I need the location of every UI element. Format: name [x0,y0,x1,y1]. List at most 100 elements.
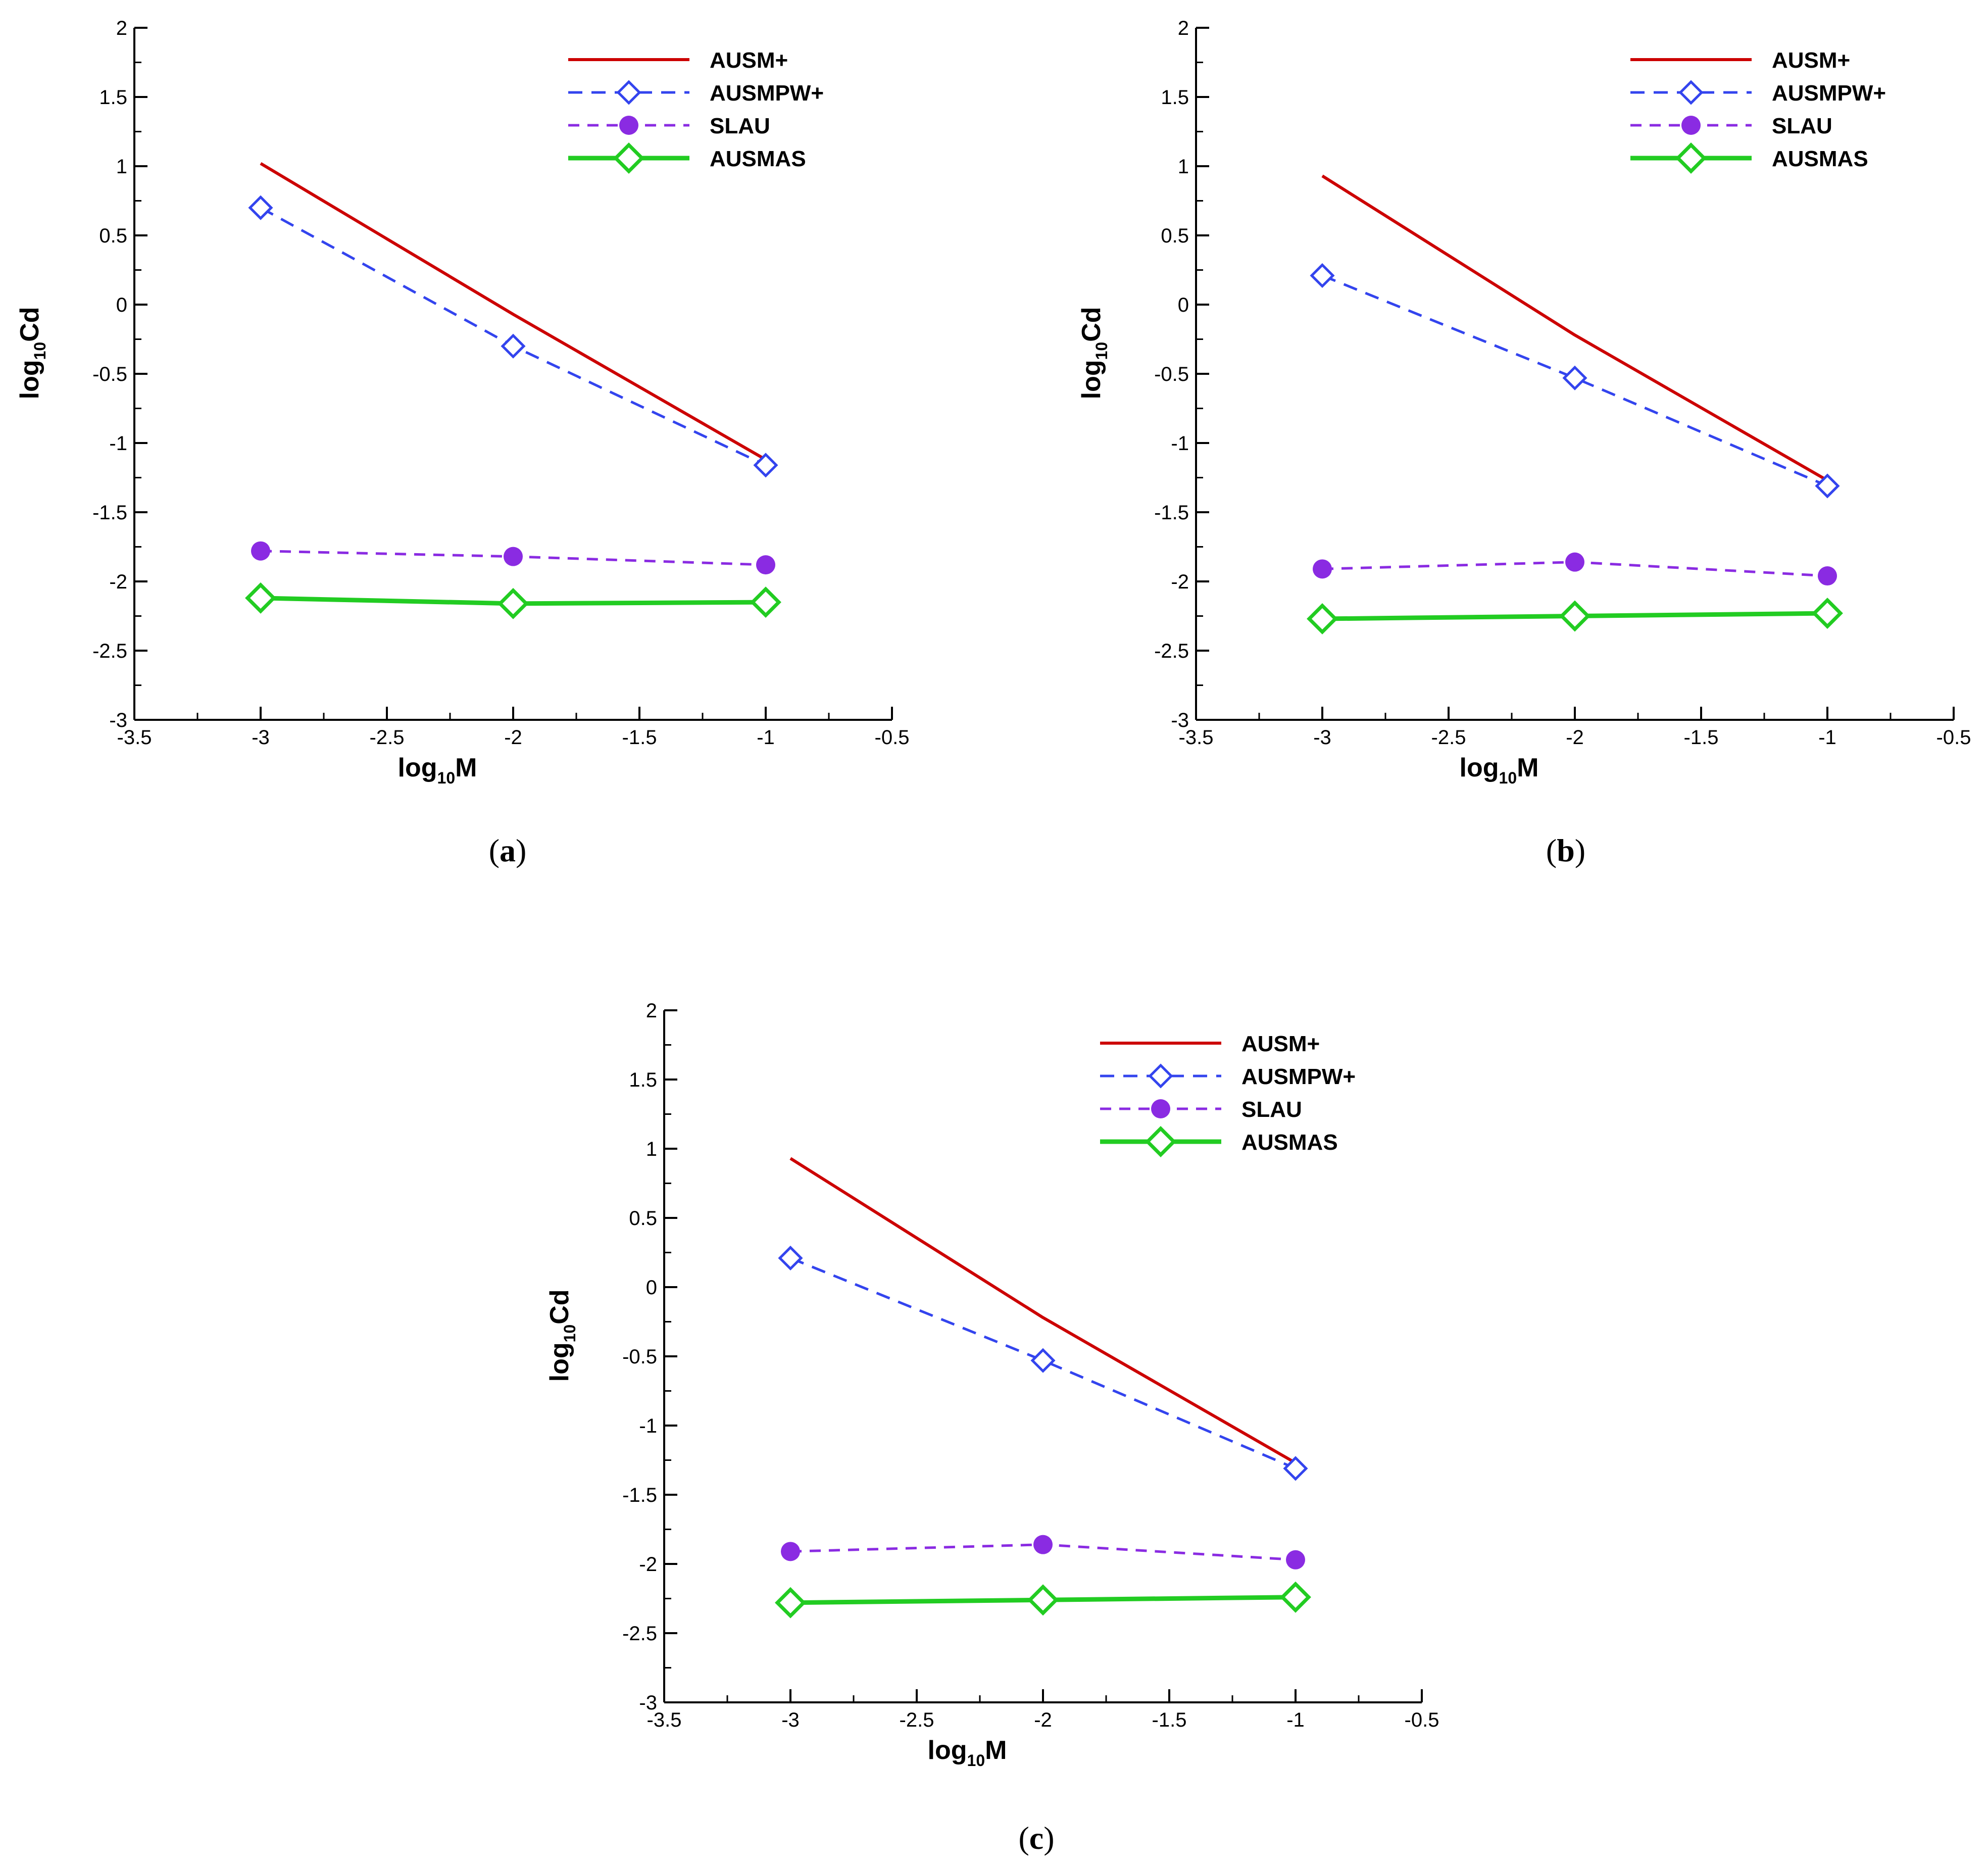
x-tick-label: -2 [1566,726,1584,749]
y-tick-label: 0.5 [99,225,127,247]
caption-letter: a [500,832,516,868]
data-point-ausmas [750,586,781,618]
legend: AUSM+ AUSMPW+ SLAU AUSMAS [1100,1032,1356,1157]
y-axis-title-main: log [15,360,44,399]
y-tick-label: 1 [1178,156,1189,178]
y-tick-label: -2 [1171,571,1189,593]
y-tick-label: -0.5 [622,1346,657,1368]
y-axis-title-end: Cd [545,1289,574,1324]
legend-swatch-marker [619,116,638,135]
series-ausmpw-plus [1310,263,1840,499]
figure-caption: (c) [1018,1820,1054,1856]
x-axis-title-end: M [1517,753,1538,782]
y-axis-title-subscript: 10 [1092,342,1111,360]
y-axis-title-subscript: 10 [561,1325,579,1343]
y-axis-title-end: Cd [15,307,44,341]
chart-panel-c: 21.510.50-0.5-1-1.5-2-2.5-3-3.5 -3 -2.5 -2-… [545,1000,1439,1856]
y-tick-label: 2 [116,17,127,39]
y-tick-label: -0.5 [92,363,127,385]
x-tick-label: -2 [504,726,522,749]
legend-label: AUSM+ [710,48,788,73]
data-point-ausmas [775,1587,806,1619]
caption-paren-open: ( [1018,1820,1029,1856]
legend-swatch-marker [1675,142,1707,174]
data-point-ausmpw-plus [778,1245,803,1270]
x-tick-label: -2.5 [370,726,405,749]
x-tick-label: -1.5 [1684,726,1719,749]
x-axis-title-main: log [928,1736,967,1765]
data-point-ausmas [1027,1584,1059,1616]
x-tick-label: -2 [1034,1709,1052,1731]
x-tick-label: -1 [1818,726,1836,749]
legend: AUSM+ AUSMPW+ SLAU AUSMAS [568,48,824,174]
legend-swatch-marker [1145,1126,1176,1157]
legend-label: SLAU [1241,1097,1302,1122]
x-tick-label: -1.5 [622,726,657,749]
data-point-ausmas [1812,598,1843,629]
data-point-slau [1033,1535,1053,1554]
caption-paren-close: ) [1575,832,1585,868]
y-tick-label: -1.5 [622,1484,657,1506]
caption-paren-open: ( [489,832,500,868]
caption-letter: c [1029,1820,1043,1856]
x-tick-label: -3 [781,1709,800,1731]
series-ausm-plus [789,1157,1297,1464]
legend-label: AUSMPW+ [710,81,824,106]
legend-label: SLAU [710,114,770,138]
y-tick-label: -1 [109,432,127,455]
legend-swatch-marker [1151,1099,1170,1118]
x-tick-label: -0.5 [1405,1709,1439,1731]
x-axis-title-main: log [398,753,437,782]
x-axis-title-main: log [1460,753,1499,782]
x-tick-label: -3 [1313,726,1331,749]
y-tick-label: -3 [1171,709,1189,731]
legend-label: SLAU [1772,114,1832,138]
x-tick-label: -3.5 [647,1709,682,1731]
data-point-ausmas [245,582,276,614]
y-tick-label: 1 [646,1138,657,1160]
legend: AUSM+ AUSMPW+ SLAU AUSMAS [1630,48,1886,174]
data-point-slau [1286,1550,1305,1570]
x-axis-title: log10M [1460,753,1539,787]
y-tick-label: 1.5 [99,86,127,109]
data-point-slau [1313,559,1332,579]
y-tick-label: -2.5 [622,1623,657,1645]
legend-swatch-marker [1681,116,1701,135]
series-slau [251,541,775,575]
data-point-slau [781,1542,800,1561]
y-tick-label: 0 [1178,294,1189,316]
y-tick-label: 0 [646,1277,657,1299]
data-point-ausmpw-plus [1283,1456,1308,1481]
y-axis-title-subscript: 10 [31,342,49,360]
series-slau [1313,552,1837,586]
series-line-ausm-plus [1321,174,1828,482]
legend-label: AUSMAS [1772,146,1868,171]
x-tick-label: -1 [1286,1709,1305,1731]
legend-swatch-marker [616,80,641,105]
legend-label: AUSMAS [1241,1130,1338,1155]
y-tick-label: -1.5 [1154,502,1189,524]
x-tick-label: -3 [252,726,270,749]
y-tick-label: -1 [639,1415,657,1437]
series-ausmpw-plus [778,1245,1308,1481]
y-tick-label: 0.5 [629,1207,657,1230]
legend-label: AUSM+ [1241,1032,1320,1056]
data-point-slau [504,547,523,566]
data-point-ausmpw-plus [1030,1348,1056,1373]
y-tick-label: 2 [646,1000,657,1022]
data-point-ausmpw-plus [753,453,778,478]
series-line-ausm-plus [789,1157,1297,1464]
data-point-ausmas [1307,603,1338,634]
x-tick-label: -0.5 [875,726,910,749]
y-tick-label: -2.5 [1154,640,1189,662]
data-point-slau [756,555,775,575]
y-axis-title-main: log [1077,360,1106,399]
y-tick-label: -1 [1171,432,1189,455]
legend-label: AUSMAS [710,146,806,171]
figure-caption: (b) [1546,832,1585,868]
y-axis-title: log10Cd [15,307,49,399]
legend-swatch-marker [613,142,644,174]
data-point-slau [1565,552,1584,572]
series-ausmas [775,1581,1311,1619]
caption-letter: b [1557,832,1575,868]
